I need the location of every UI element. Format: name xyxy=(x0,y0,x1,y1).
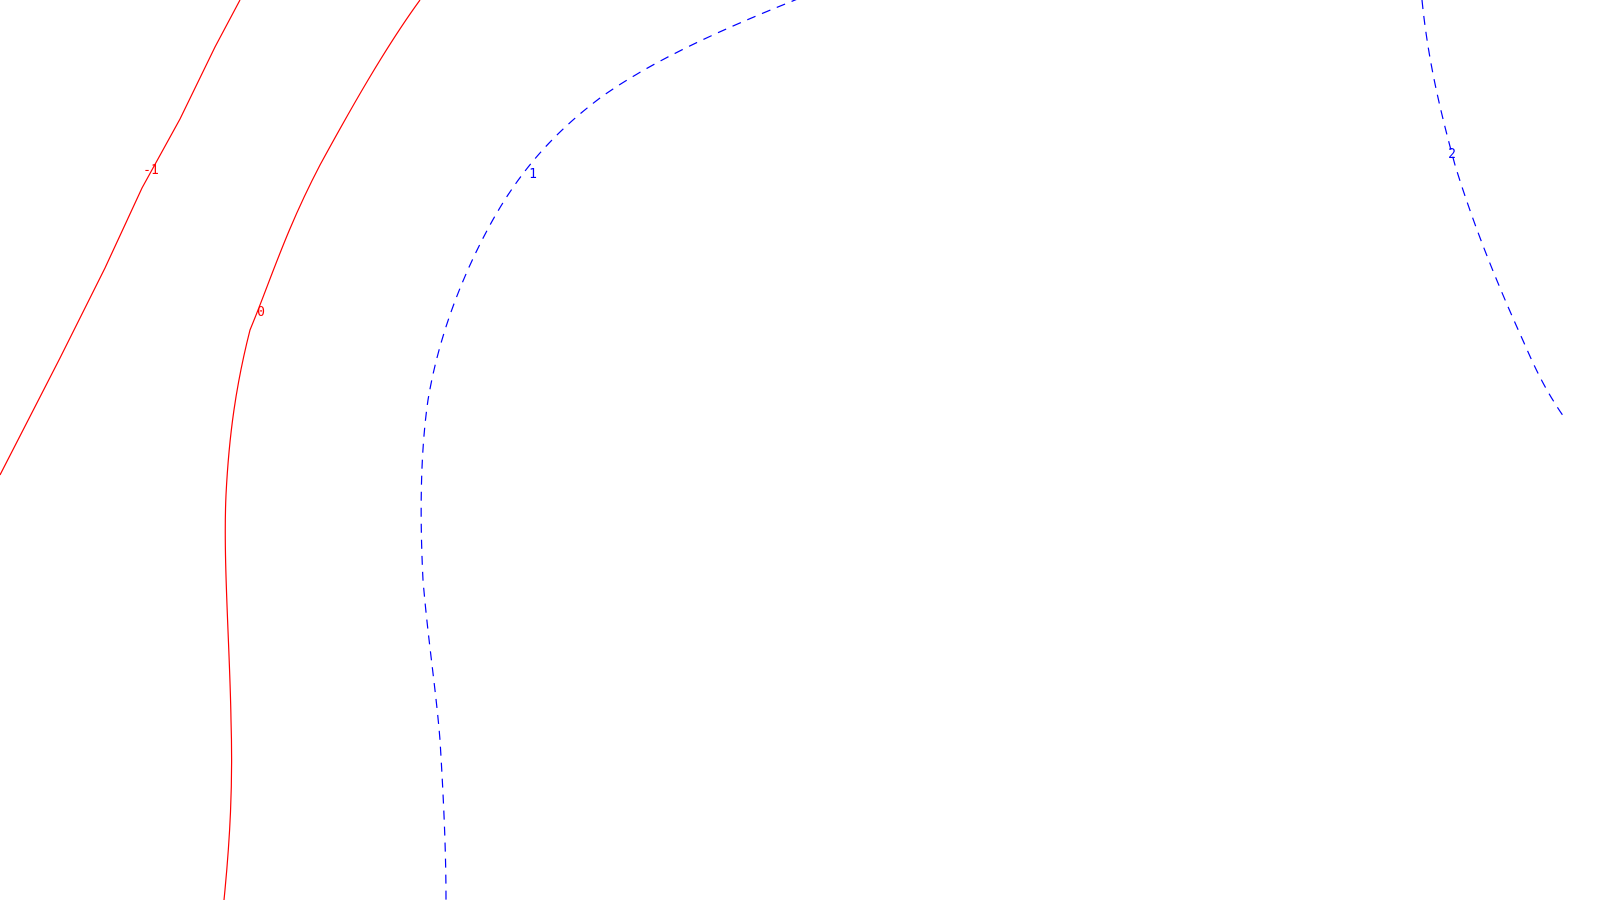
contour-line-minus-one xyxy=(0,0,241,476)
contour-label-one: 1 xyxy=(529,167,537,182)
contour-label-zero: 0 xyxy=(257,305,265,320)
contour-line-two xyxy=(1421,0,1567,421)
contour-label-minus-one: -1 xyxy=(143,163,159,178)
contour-line-zero xyxy=(223,0,421,900)
contour-label-two: 2 xyxy=(1448,147,1456,162)
